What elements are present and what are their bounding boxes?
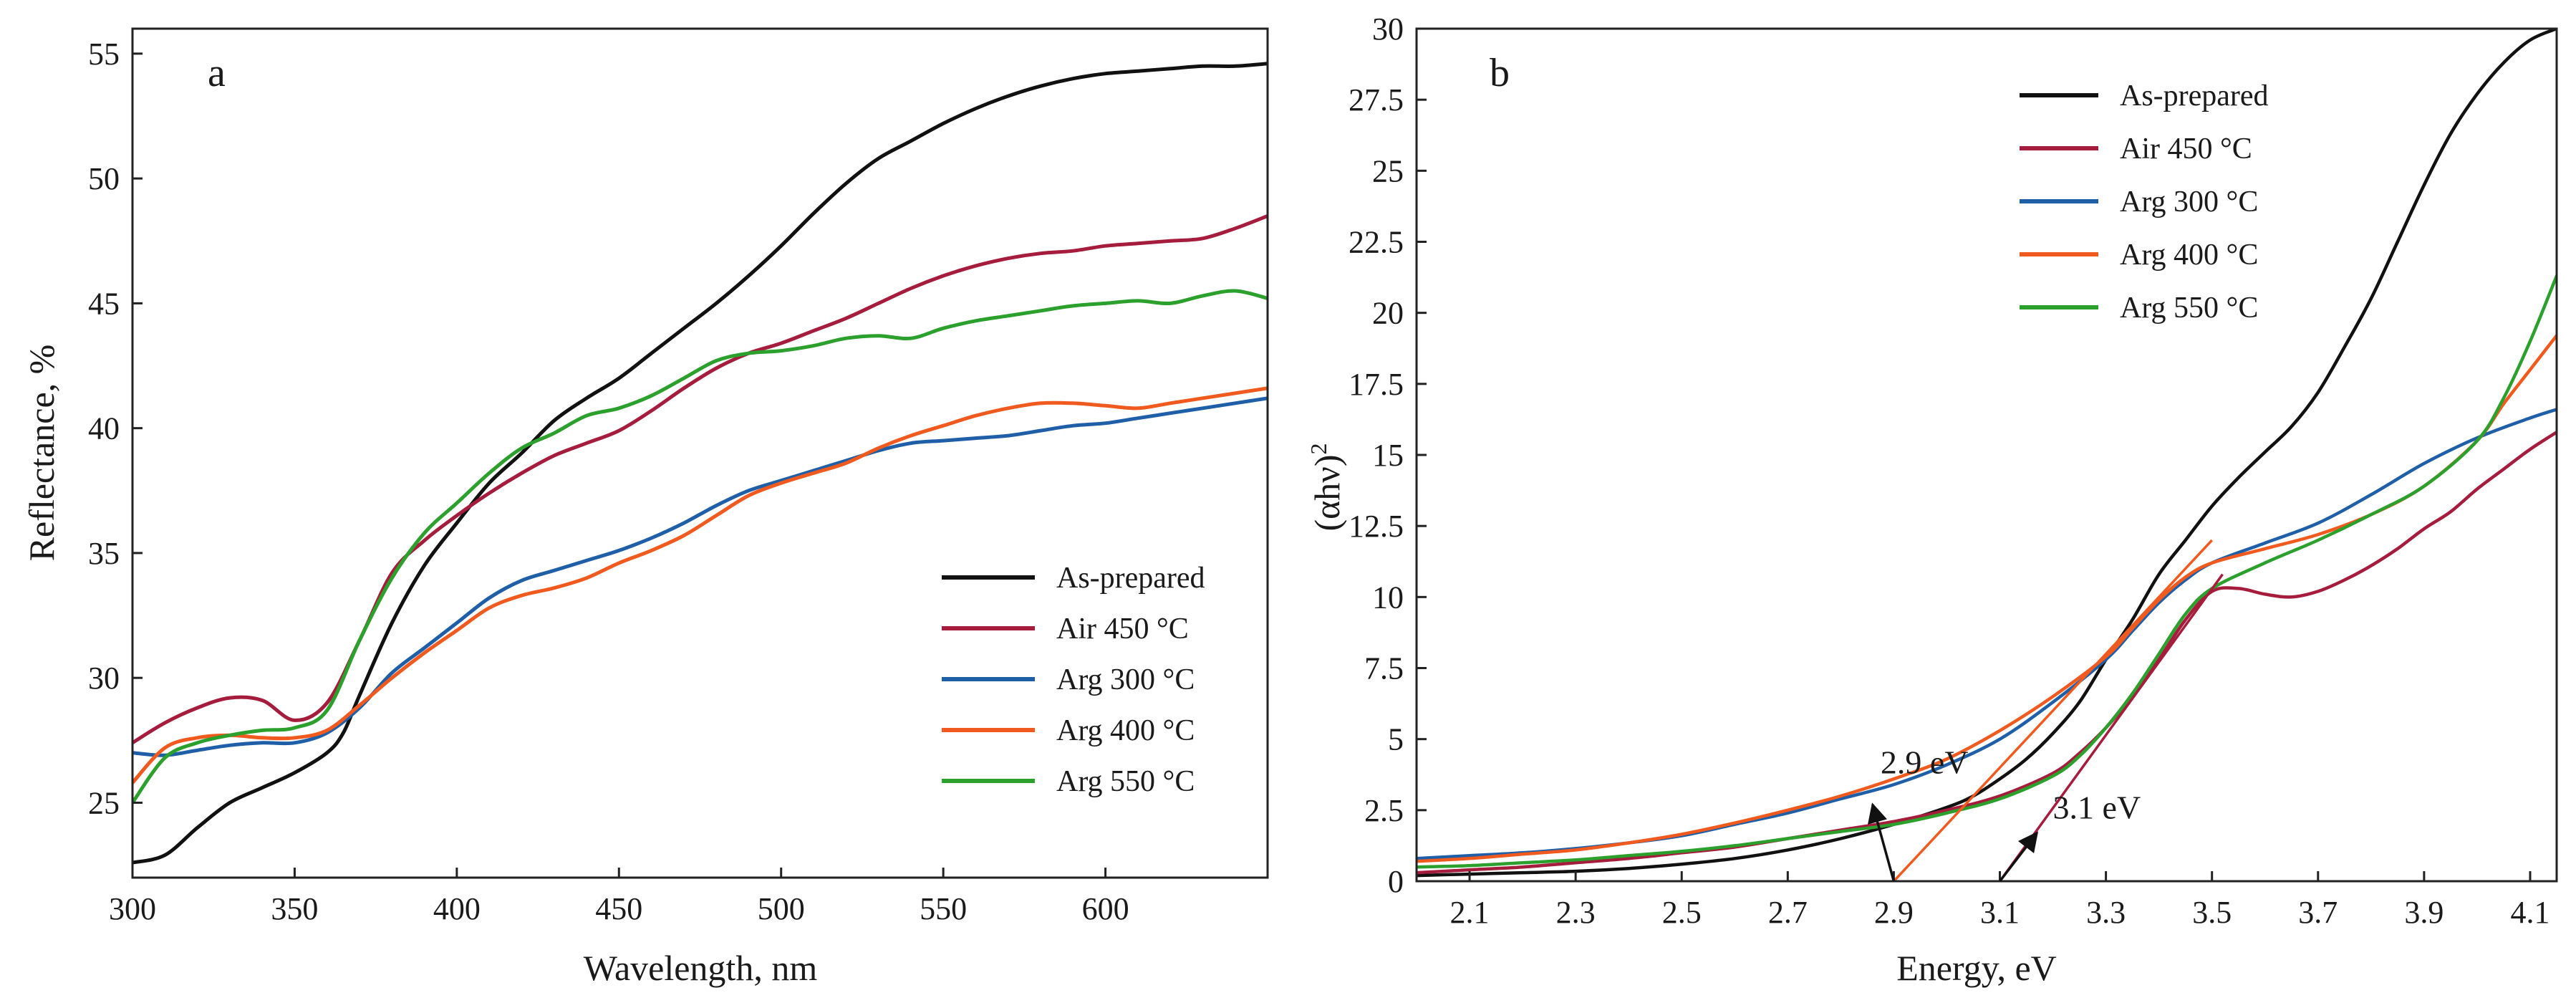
x-axis-title-a: Wavelength, nm <box>584 948 818 988</box>
y-tick-label-b: 27.5 <box>1349 82 1404 117</box>
legend-label-a-1: Air 450 °C <box>1056 613 1189 646</box>
y-axis-title-b-sup: 2 <box>1306 443 1331 454</box>
y-tick-label-b: 0 <box>1388 864 1404 899</box>
y-tick-label-b: 20 <box>1372 296 1404 331</box>
plot-frame-a <box>131 27 1269 879</box>
x-tick-label-b: 3.1 <box>1980 895 2020 930</box>
y-tick-label-a: 50 <box>88 161 120 196</box>
panel-a-ticks: 300 350 400 450 500 550 600 25 30 35 40 45 50 55 <box>88 37 1129 926</box>
legend-label-b-0: As-prepared <box>2120 80 2269 112</box>
y-tick-label-a: 35 <box>88 536 120 571</box>
series-line-a-0 <box>132 62 1268 865</box>
y-tick-label-b: 30 <box>1372 11 1404 47</box>
panel-letter-b: b <box>1490 51 1510 95</box>
tangent-fit-line-0 <box>1893 539 2213 883</box>
chart-panel-b: 2.1 2.3 2.5 2.7 2.9 3.1 3.3 3.5 3.7 3.9 4.1 0 2.5 5 7.… <box>1306 11 2558 988</box>
series-line-a-1 <box>132 213 1268 745</box>
legend-label-b-3: Arg 400 °C <box>2120 239 2258 272</box>
y-tick-label-a: 40 <box>88 411 120 446</box>
panel-a-series <box>132 62 1268 865</box>
panel-b-annotations: 2.9 eV 3.1 eV <box>1868 744 2141 883</box>
chart-panel-a: 300 350 400 450 500 550 600 25 30 35 40 45 50 55 a Wa… <box>21 27 1269 988</box>
x-axis-title-b: Energy, eV <box>1896 948 2057 988</box>
series-line-b-1 <box>1417 431 2557 875</box>
x-tick-label-a: 550 <box>920 891 967 926</box>
y-tick-label-b: 17.5 <box>1349 367 1404 402</box>
panel-b-ticks: 2.1 2.3 2.5 2.7 2.9 3.1 3.3 3.5 3.7 3.9 4.1 0 2.5 5 7.… <box>1349 11 2550 930</box>
y-tick-label-b: 2.5 <box>1364 793 1404 828</box>
y-tick-label-a: 45 <box>88 286 120 321</box>
x-tick-label-b: 3.5 <box>2192 895 2232 930</box>
y-tick-label-a: 55 <box>88 37 120 72</box>
plot-frame-b <box>1415 27 2558 883</box>
x-tick-label-a: 450 <box>595 891 642 926</box>
legend-label-a-3: Arg 400 °C <box>1056 714 1195 747</box>
x-tick-label-b: 2.1 <box>1450 895 1490 930</box>
x-tick-label-b: 2.9 <box>1874 895 1914 930</box>
y-tick-label-a: 30 <box>88 661 120 696</box>
series-line-b-0 <box>1417 29 2557 878</box>
y-axis-title-b-base: (αhν) <box>1307 454 1347 531</box>
series-line-b-2 <box>1417 408 2557 860</box>
tangent-fit-line-1 <box>1999 573 2224 883</box>
annotation-arrow-1 <box>1999 831 2039 883</box>
legend-a: As-prepared Air 450 °C Arg 300 °C Arg 400 °… <box>942 562 1205 798</box>
y-tick-label-b: 7.5 <box>1364 651 1404 686</box>
x-tick-label-b: 2.5 <box>1662 895 1702 930</box>
y-axis-title-a: Reflectance, % <box>21 345 62 562</box>
x-tick-label-a: 350 <box>271 891 318 926</box>
series-line-a-3 <box>132 386 1268 785</box>
y-tick-label-b: 25 <box>1372 153 1404 188</box>
legend-label-b-4: Arg 550 °C <box>2120 292 2258 325</box>
y-tick-label-a: 25 <box>88 785 120 820</box>
x-tick-label-b: 3.3 <box>2086 895 2126 930</box>
legend-label-b-2: Arg 300 °C <box>2120 186 2258 219</box>
legend-label-a-0: As-prepared <box>1056 562 1205 595</box>
panel-b-series <box>1417 29 2557 878</box>
annotation-label-0: 2.9 eV <box>1881 744 1969 780</box>
x-tick-label-b: 3.7 <box>2298 895 2338 930</box>
x-tick-label-a: 400 <box>433 891 481 926</box>
series-line-a-4 <box>132 289 1268 805</box>
annotation-label-1: 3.1 eV <box>2053 790 2141 826</box>
x-tick-label-a: 500 <box>758 891 805 926</box>
legend-label-a-4: Arg 550 °C <box>1056 765 1195 798</box>
x-tick-label-b: 2.7 <box>1768 895 1808 930</box>
y-tick-label-b: 22.5 <box>1349 225 1404 260</box>
x-tick-label-b: 2.3 <box>1556 895 1596 930</box>
y-tick-label-b: 12.5 <box>1349 509 1404 544</box>
y-axis-title-b: (αhν)2 <box>1306 443 1347 531</box>
panel-b-fitlines <box>1893 539 2224 883</box>
series-line-b-4 <box>1417 274 2557 869</box>
series-line-a-2 <box>132 396 1268 757</box>
x-tick-label-b: 4.1 <box>2510 895 2550 930</box>
x-tick-label-a: 300 <box>109 891 156 926</box>
legend-label-a-2: Arg 300 °C <box>1056 663 1195 696</box>
legend-b: As-prepared Air 450 °C Arg 300 °C Arg 400 °… <box>2020 80 2269 325</box>
legend-label-b-1: Air 450 °C <box>2120 133 2252 165</box>
y-tick-label-b: 15 <box>1372 438 1404 473</box>
y-tick-label-b: 5 <box>1388 722 1404 757</box>
panel-letter-a: a <box>208 51 226 95</box>
x-tick-label-b: 3.9 <box>2404 895 2444 930</box>
y-tick-label-b: 10 <box>1372 580 1404 615</box>
annotation-arrow-0 <box>1868 802 1896 882</box>
x-tick-label-a: 600 <box>1082 891 1129 926</box>
